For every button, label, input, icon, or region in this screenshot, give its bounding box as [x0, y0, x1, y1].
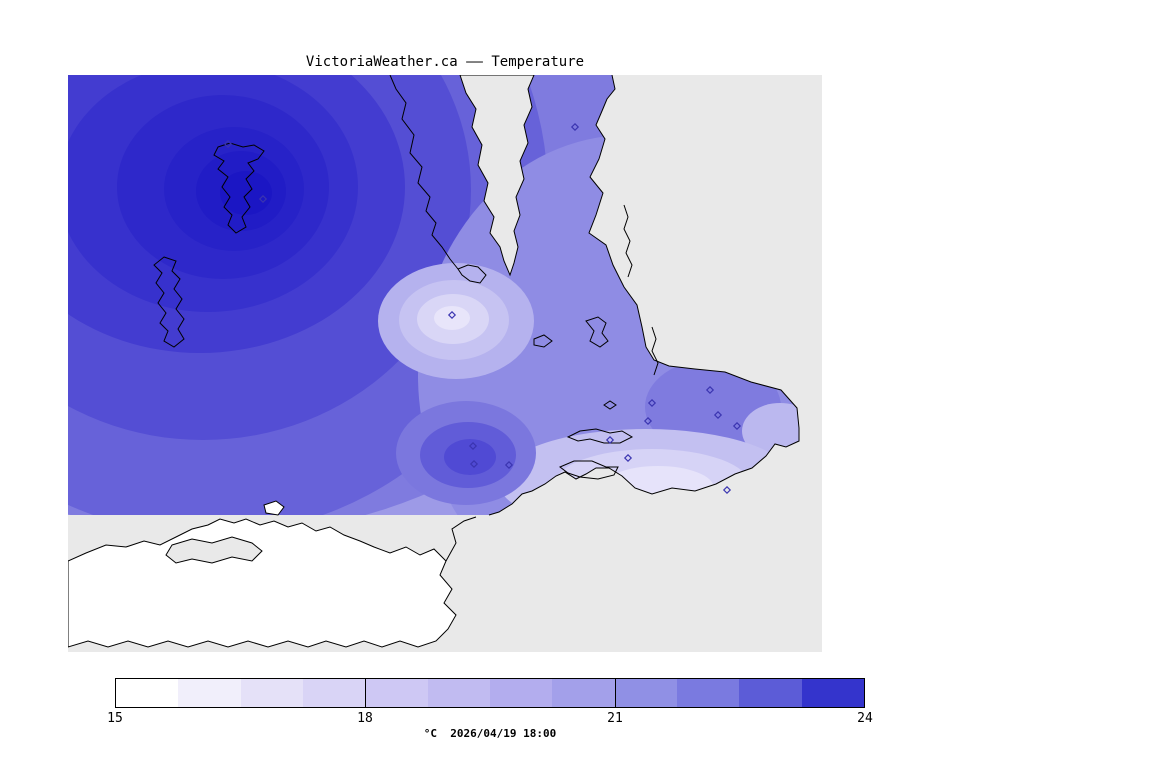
- island-outline: [566, 428, 634, 444]
- colorbar-segment: [365, 679, 428, 707]
- coastline-connector: [445, 516, 477, 562]
- inlet-line: [651, 326, 659, 376]
- station-marker: [258, 194, 268, 204]
- harbor-hook-outline: [457, 264, 487, 284]
- station-marker: [623, 453, 633, 463]
- colorbar-tick-label: 24: [857, 711, 873, 726]
- temp-contour-band: [742, 403, 799, 459]
- station-marker: [732, 421, 742, 431]
- station-marker: [469, 459, 479, 469]
- station-marker: [605, 435, 615, 445]
- station-marker: [713, 410, 723, 420]
- colorbar-tick-label: 21: [607, 711, 623, 726]
- coastline-channel: [389, 75, 459, 270]
- station-marker: [722, 485, 732, 495]
- inlet-channel: [459, 75, 535, 277]
- colorbar-tick-line: [614, 679, 616, 707]
- south-land-bay: [165, 536, 263, 564]
- station-marker: [447, 310, 457, 320]
- station-marker: [468, 441, 478, 451]
- temperature-map: [68, 75, 822, 652]
- colorbar-segment: [178, 679, 241, 707]
- colorbar-wrap: 15 18 21 24: [107, 678, 873, 726]
- station-marker: [647, 398, 657, 408]
- colorbar-segment: [302, 679, 366, 707]
- island-outline: [213, 142, 265, 234]
- station-marker: [643, 416, 653, 426]
- colorbar-segment: [801, 679, 864, 707]
- temp-contour-band: [220, 171, 272, 215]
- weather-map-svg: [68, 75, 822, 652]
- colorbar-segment: [489, 679, 553, 707]
- colorbar-segment: [116, 679, 179, 707]
- island-outline: [533, 334, 553, 348]
- south-landmass: [68, 518, 457, 648]
- coastline-east: [488, 75, 800, 516]
- island-outline: [153, 256, 185, 348]
- colorbar-tick-line: [365, 679, 367, 707]
- station-markers: [223, 122, 742, 495]
- colorbar-segment: [240, 679, 303, 707]
- station-marker: [504, 460, 514, 470]
- colorbar-tick-label: 18: [357, 711, 373, 726]
- inlet-line: [623, 204, 633, 278]
- colorbar: [115, 678, 865, 708]
- page-title: VictoriaWeather.ca —— Temperature: [305, 54, 585, 70]
- colorbar-caption: °C 2026/04/19 18:00: [423, 727, 557, 740]
- temp-contour-band: [444, 439, 496, 475]
- station-marker: [223, 139, 233, 149]
- island-outline: [603, 400, 617, 410]
- colorbar-labels: 15 18 21 24: [107, 708, 873, 726]
- colorbar-tick-label: 15: [107, 711, 123, 726]
- colorbar-segment: [552, 679, 615, 707]
- island-outline: [585, 316, 609, 348]
- colorbar-segment: [739, 679, 802, 707]
- colorbar-segment: [676, 679, 740, 707]
- colorbar-segment: [614, 679, 677, 707]
- colorbar-segment: [427, 679, 490, 707]
- station-marker: [705, 385, 715, 395]
- island-outline: [559, 460, 619, 480]
- small-island: [263, 500, 285, 516]
- station-marker: [570, 122, 580, 132]
